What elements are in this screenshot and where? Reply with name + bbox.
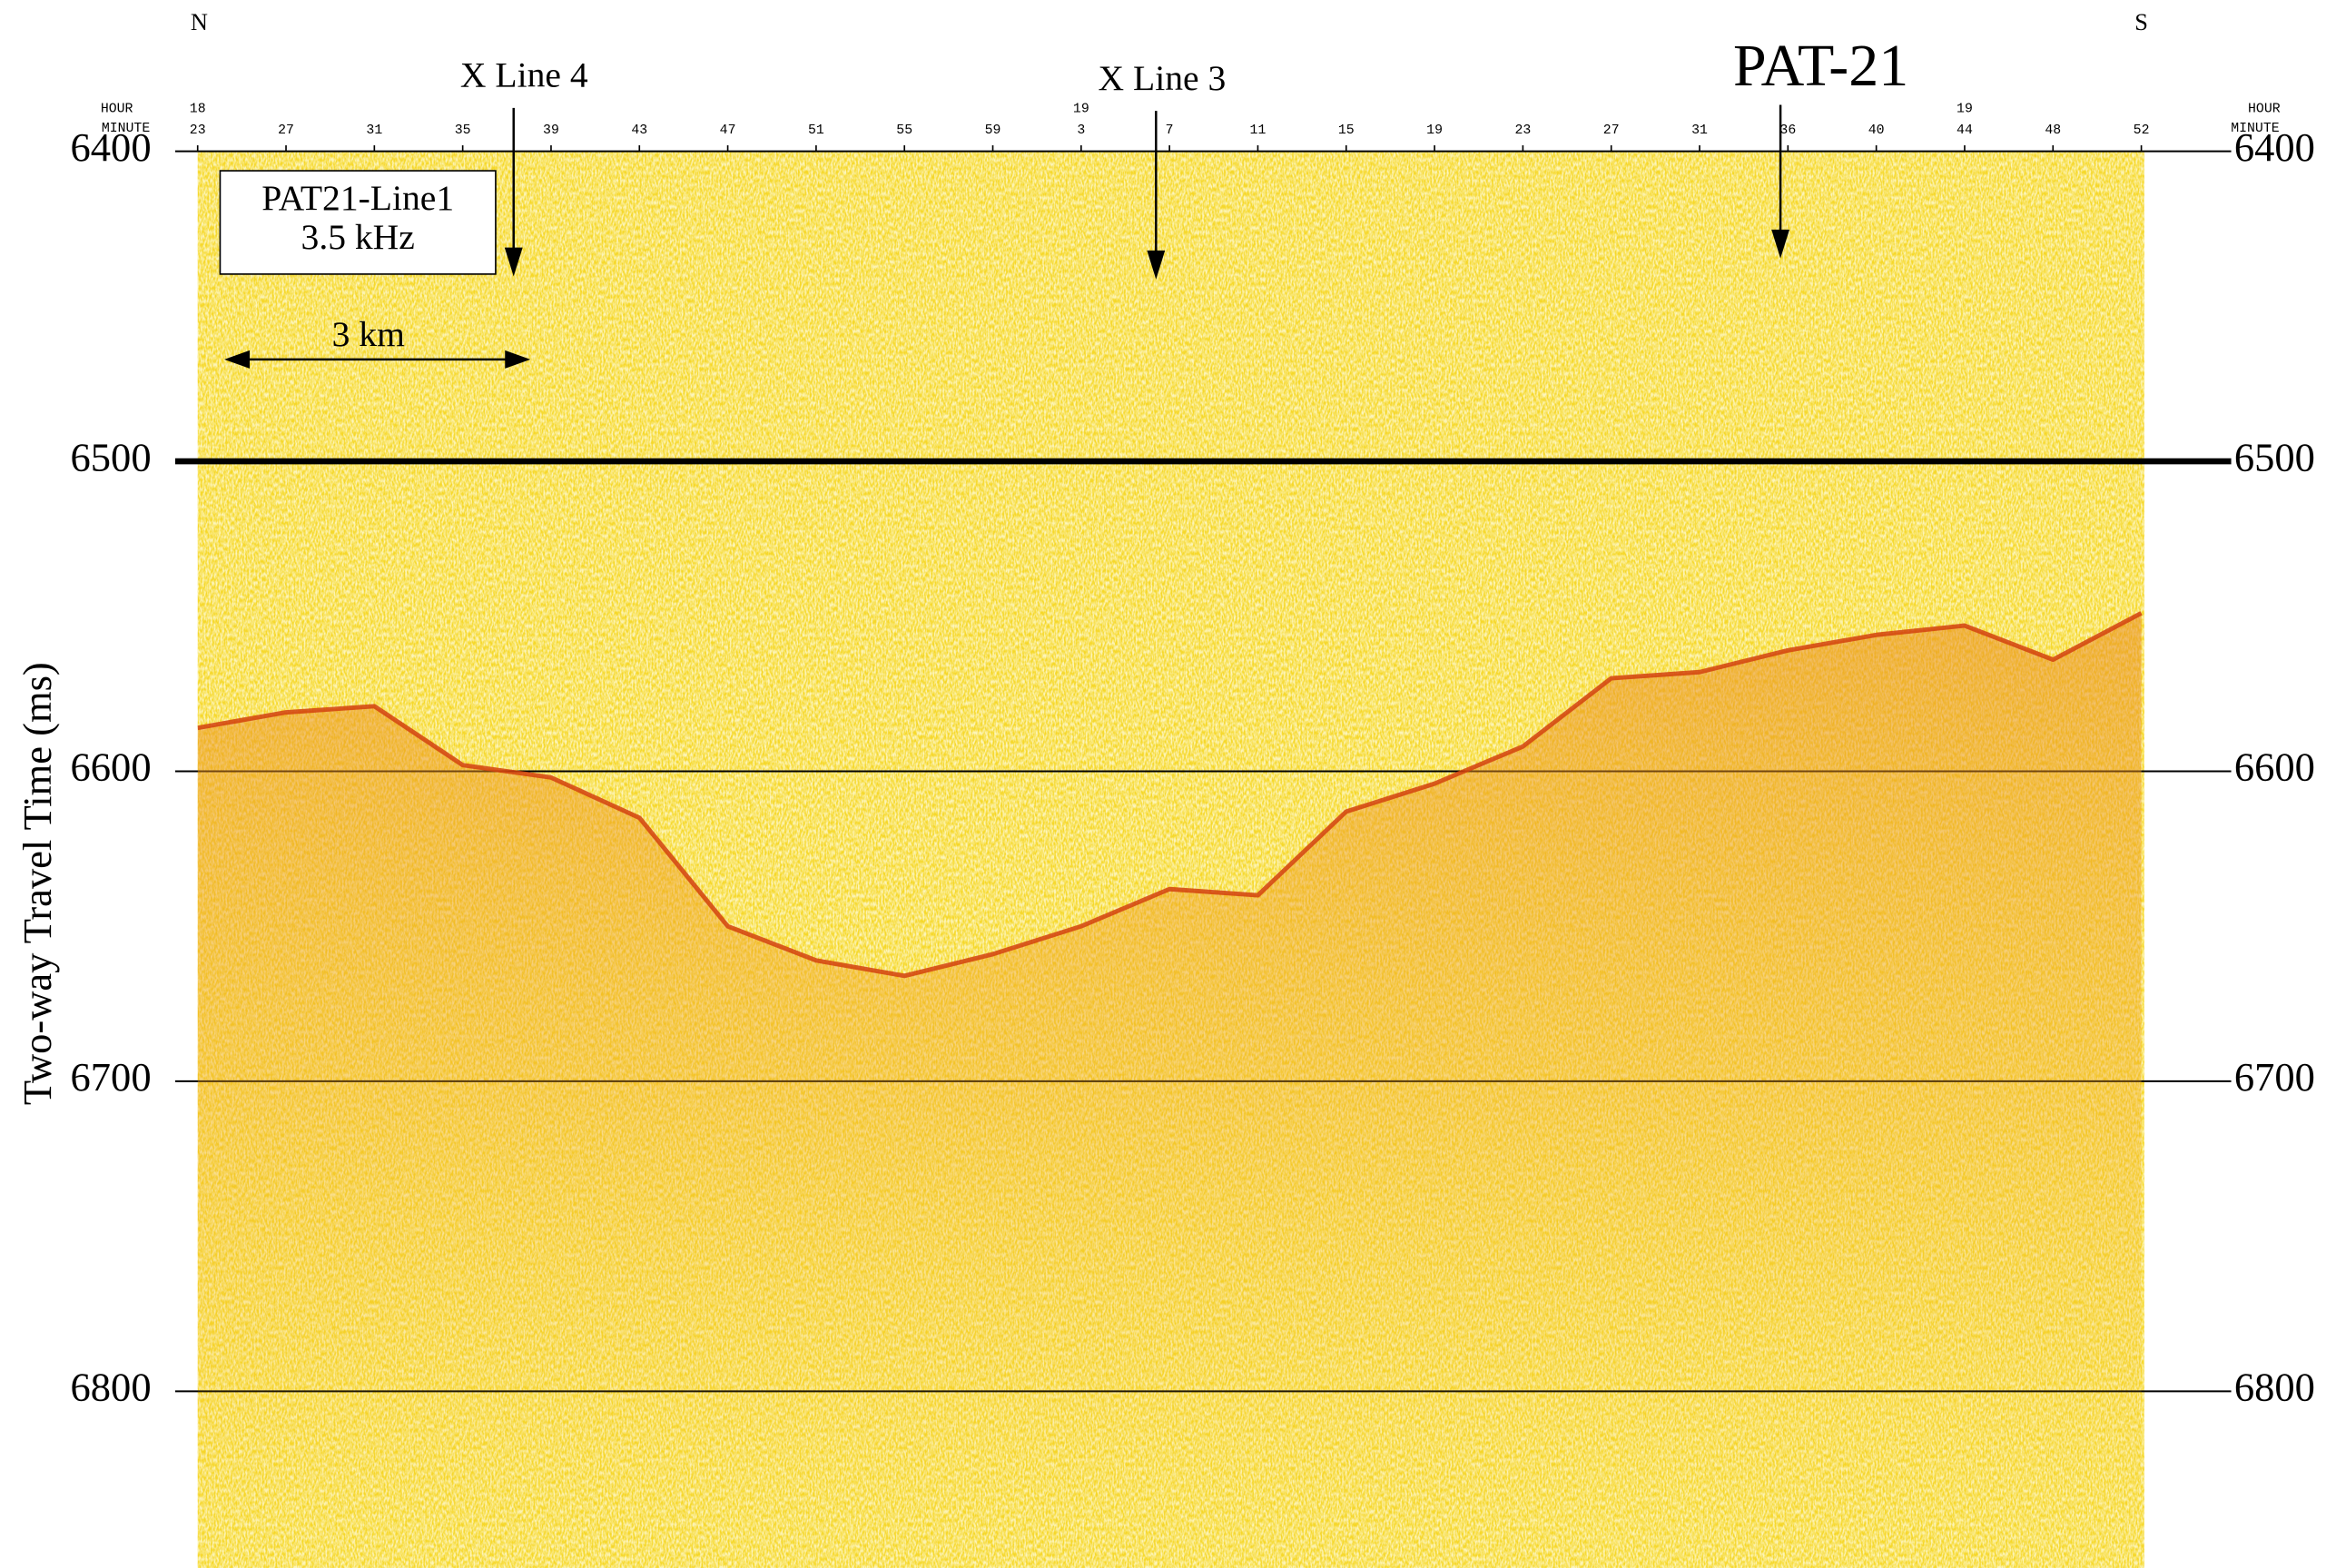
box-title: PAT21-Line1: [261, 178, 454, 218]
axis: 6400 6400 6500 6500 6600 6600 6700 6700 6800 6800…: [71, 103, 2315, 1410]
box-subtitle: 3.5 kHz: [301, 217, 415, 257]
y-tick-label: 6700: [71, 1054, 152, 1100]
x-tick-label: 47: [720, 123, 736, 138]
x-tick-label: 11: [1250, 123, 1267, 138]
x-tick-label: 19: [1426, 123, 1443, 138]
x-tick-label: 15: [1338, 123, 1355, 138]
xline3-label: X Line 3: [1099, 58, 1227, 98]
x-tick-label: 35: [455, 123, 471, 138]
y-tick-label: 6400: [71, 124, 152, 170]
y-tick-label: 6800: [2234, 1365, 2315, 1410]
seafloor-reflector: [197, 611, 2143, 979]
x-tick-label: 7: [1166, 123, 1174, 138]
x-tick-label: 52: [2134, 123, 2150, 138]
y-tick-label: 6600: [2234, 745, 2315, 790]
hour-tick-label: 19: [1957, 103, 1973, 117]
x-tick-label: 27: [1603, 123, 1620, 138]
arrowhead: [1147, 250, 1166, 280]
x-tick-label: 44: [1957, 123, 1973, 138]
arrows: [224, 104, 1790, 369]
x-tick-label: 40: [1868, 123, 1885, 138]
x-tick-label: 23: [190, 123, 206, 138]
arrowhead: [1771, 229, 1790, 259]
hour-tick-label: 19: [1073, 103, 1089, 117]
subbottom-tint: [197, 613, 2142, 1568]
x-tick-label: 3: [1077, 123, 1085, 138]
arrowhead: [505, 350, 531, 369]
x-tick-label: 51: [808, 123, 824, 138]
scale-label: 3 km: [332, 314, 405, 354]
x-tick-label: 48: [2045, 123, 2061, 138]
x-tick-label: 39: [543, 123, 559, 138]
x-tick-label: 43: [631, 123, 647, 138]
x-tick-label: 31: [1691, 123, 1708, 138]
x-tick-label: 55: [896, 123, 912, 138]
y-tick-label: 6400: [2234, 124, 2315, 170]
section-layers: [197, 611, 2143, 1568]
y-tick-label: 6600: [71, 745, 152, 790]
x-tick-label: 23: [1514, 123, 1531, 138]
site-label: PAT-21: [1733, 33, 1908, 99]
label-box: [219, 170, 497, 275]
xline4-label: X Line 4: [460, 55, 588, 95]
y-tick-label: 6500: [2234, 434, 2315, 479]
y-axis-title: Two-way Travel Time (ms): [15, 662, 60, 1105]
north-label: N: [191, 8, 208, 35]
south-label: S: [2134, 8, 2148, 35]
arrowhead: [504, 247, 523, 277]
x-tick-label: 31: [366, 123, 382, 138]
minute-label: MINUTE: [102, 122, 150, 136]
hour-label: HOUR: [2248, 103, 2281, 117]
arrowhead: [224, 350, 251, 369]
y-tick-label: 6500: [71, 434, 152, 479]
hour-tick-label: 18: [190, 103, 206, 117]
x-tick-label: 27: [278, 123, 294, 138]
minute-label: MINUTE: [2231, 122, 2279, 136]
x-tick-label: 36: [1779, 123, 1796, 138]
y-tick-label: 6700: [2234, 1054, 2315, 1100]
hour-label: HOUR: [101, 103, 133, 117]
x-tick-label: 59: [985, 123, 1001, 138]
y-tick-label: 6800: [71, 1365, 152, 1410]
